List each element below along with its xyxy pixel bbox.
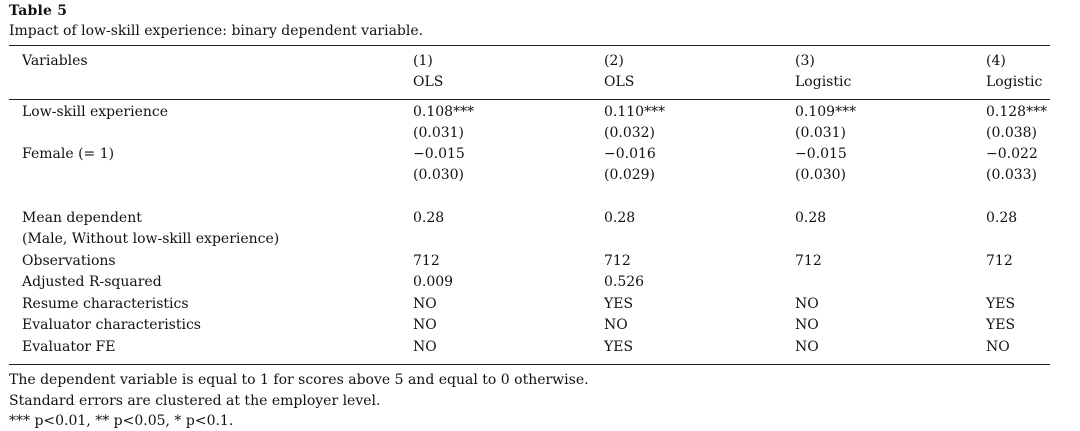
table-cell: NO	[795, 317, 819, 333]
header-col-3-num: (3)	[795, 53, 815, 69]
row-label-low-skill: Low-skill experience	[22, 104, 169, 120]
table-title: Table 5	[9, 3, 68, 19]
table-note: Standard errors are clustered at the emp…	[9, 393, 381, 409]
table-cell: YES	[986, 296, 1016, 312]
table-cell: 0.110***	[604, 104, 666, 120]
table-cell: NO	[604, 317, 628, 333]
row-label-female: Female (= 1)	[22, 146, 115, 162]
table-cell: (0.030)	[795, 167, 847, 183]
table-cell: 0.526	[604, 274, 645, 290]
bottom-rule	[9, 364, 1050, 366]
header-col-2-num: (2)	[604, 53, 624, 69]
top-rule	[9, 45, 1050, 47]
table-cell: 712	[986, 253, 1013, 269]
table-cell: −0.015	[413, 146, 465, 162]
table-cell: (0.033)	[986, 167, 1038, 183]
header-col-2-method: OLS	[604, 74, 635, 90]
header-col-3-method: Logistic	[795, 74, 852, 90]
table-cell: 0.109***	[795, 104, 857, 120]
header-rule	[9, 99, 1050, 100]
table-cell: YES	[604, 296, 634, 312]
table-cell: −0.022	[986, 146, 1038, 162]
table-cell: 712	[795, 253, 822, 269]
row-label-mean-dependent-sub: (Male, Without low-skill experience)	[22, 231, 280, 247]
row-label-evaluator-char: Evaluator characteristics	[22, 317, 201, 333]
table-cell: 0.009	[413, 274, 454, 290]
row-label-adj-r2: Adjusted R-squared	[22, 274, 162, 290]
table-cell: YES	[604, 339, 634, 355]
table-cell: 0.28	[986, 210, 1018, 226]
table-cell: 0.28	[604, 210, 636, 226]
row-label-resume: Resume characteristics	[22, 296, 189, 312]
table-cell: (0.038)	[986, 125, 1038, 141]
table-cell: NO	[795, 296, 819, 312]
header-col-4-num: (4)	[986, 53, 1006, 69]
table-cell: −0.015	[795, 146, 847, 162]
table-cell: 0.108***	[413, 104, 475, 120]
table-cell: NO	[413, 339, 437, 355]
table-cell: NO	[986, 339, 1010, 355]
table-note: The dependent variable is equal to 1 for…	[9, 372, 589, 388]
table-cell: NO	[795, 339, 819, 355]
table-cell: NO	[413, 317, 437, 333]
row-label-mean-dependent: Mean dependent	[22, 210, 142, 226]
table-cell: (0.032)	[604, 125, 656, 141]
header-col-1-num: (1)	[413, 53, 433, 69]
header-col-4-method: Logistic	[986, 74, 1043, 90]
table-cell: 712	[413, 253, 440, 269]
table-cell: −0.016	[604, 146, 656, 162]
table-cell: 0.128***	[986, 104, 1048, 120]
row-label-observations: Observations	[22, 253, 116, 269]
table-cell: (0.031)	[795, 125, 847, 141]
header-col-1-method: OLS	[413, 74, 444, 90]
table-note: *** p<0.01, ** p<0.05, * p<0.1.	[9, 413, 234, 429]
table-cell: (0.029)	[604, 167, 656, 183]
header-variables: Variables	[22, 53, 88, 69]
row-label-evaluator-fe: Evaluator FE	[22, 339, 116, 355]
table-cell: (0.031)	[413, 125, 465, 141]
table-cell: (0.030)	[413, 167, 465, 183]
table-caption: Impact of low-skill experience: binary d…	[9, 23, 424, 39]
table-cell: 712	[604, 253, 631, 269]
table-cell: 0.28	[413, 210, 445, 226]
table-cell: NO	[413, 296, 437, 312]
table-cell: YES	[986, 317, 1016, 333]
table-cell: 0.28	[795, 210, 827, 226]
